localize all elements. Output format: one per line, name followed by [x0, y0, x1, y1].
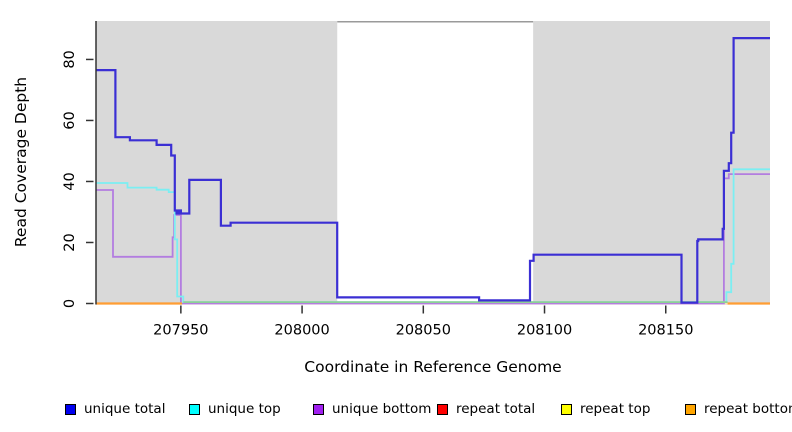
legend-label: repeat bottom [704, 401, 792, 417]
x-axis: 207950 208000 208050 208100 208150 [153, 305, 693, 339]
repeat-region-band [96, 21, 338, 305]
legend-item-unique-top: unique top [189, 401, 281, 417]
y-tick-label: 0 [62, 299, 78, 308]
legend-swatch-icon [561, 403, 572, 415]
unique-bottom-line [96, 173, 770, 305]
legend-swatch-icon [685, 403, 696, 415]
x-tick-label: 208150 [638, 323, 693, 339]
legend-item-repeat-bottom: repeat bottom [685, 401, 792, 417]
legend-label: unique bottom [332, 401, 432, 417]
y-tick-label: 60 [62, 111, 78, 129]
legend-item-unique-total: unique total [65, 401, 165, 417]
legend-label: unique total [84, 401, 166, 417]
y-axis: 0 20 40 60 80 [62, 21, 97, 308]
y-tick-label: 80 [62, 50, 78, 68]
unique-top-line [96, 168, 770, 303]
y-tick-label: 20 [62, 233, 78, 251]
y-tick-label: 40 [62, 172, 78, 190]
legend-label: repeat total [456, 401, 536, 417]
legend-swatch-icon [437, 403, 448, 415]
x-tick-label: 208000 [274, 323, 329, 339]
series-lines [96, 37, 770, 305]
y-axis-label: Read Coverage Depth [12, 76, 30, 248]
legend-item-repeat-total: repeat total [437, 401, 535, 417]
legend-swatch-icon [65, 403, 76, 415]
chart-legend: unique total unique top unique bottom repea… [0, 398, 792, 422]
legend-label: unique top [208, 401, 281, 417]
x-axis-label: Coordinate in Reference Genome [304, 358, 562, 376]
repeat-region-bands [96, 21, 770, 305]
x-tick-label: 208100 [517, 323, 572, 339]
x-tick-label: 207950 [153, 323, 208, 339]
legend-swatch-icon [189, 403, 200, 415]
legend-item-unique-bottom: unique bottom [313, 401, 431, 417]
legend-label: repeat top [580, 401, 651, 417]
unique-total-line [96, 37, 770, 304]
legend-swatch-icon [313, 403, 324, 415]
x-tick-label: 208050 [396, 323, 451, 339]
legend-item-repeat-top: repeat top [561, 401, 650, 417]
